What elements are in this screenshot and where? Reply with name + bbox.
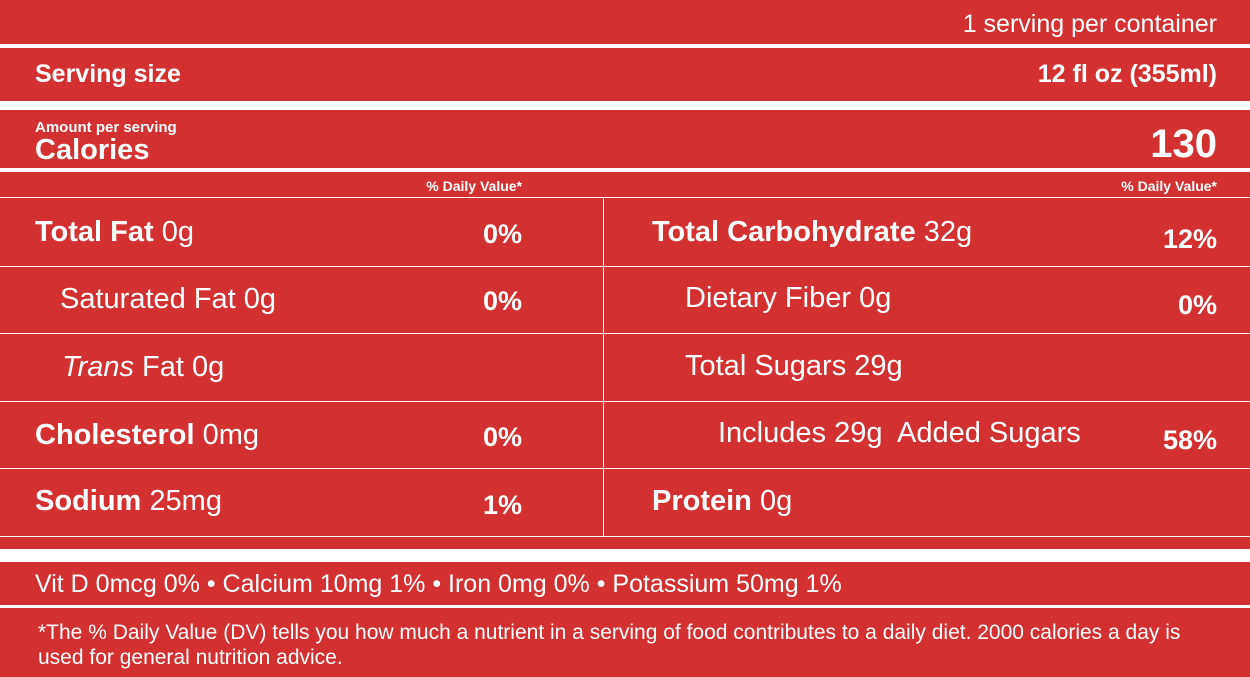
nutrient: Saturated Fat 0g	[60, 265, 276, 333]
divider	[0, 333, 1250, 334]
nutrient-dv: 0%	[482, 286, 522, 316]
nutrient-dv: 1%	[482, 490, 522, 520]
nutrient: Trans Fat 0g	[62, 333, 224, 401]
divider	[0, 197, 1250, 198]
nutrient-name: Sodium	[35, 485, 142, 517]
nutrient: Total Sugars 29g	[685, 332, 903, 400]
nutrient-amount: 0mg	[202, 419, 260, 451]
nutrient-dv: 58%	[1162, 425, 1217, 455]
nutrient: Total Carbohydrate 32g	[652, 198, 972, 266]
nutrient: Sodium 25mg	[35, 467, 222, 535]
nutrient-amount: 0g	[161, 216, 195, 248]
nutrient-name: Fat	[142, 351, 184, 383]
nutrient: Dietary Fiber 0g	[685, 264, 891, 332]
divider	[0, 468, 1250, 469]
nutrient-dv: 0%	[482, 422, 522, 452]
calories-label: Calories	[35, 134, 150, 166]
dv-heading: % Daily Value*	[426, 178, 522, 194]
divider	[0, 44, 1250, 48]
nutrient-name: Cholesterol	[35, 419, 195, 451]
nutrient-italic: Trans	[62, 351, 134, 383]
nutrient-dv: 12%	[1162, 224, 1217, 254]
nutrient-amount: 25mg	[149, 485, 222, 517]
amount-label: Amount per serving	[35, 119, 177, 136]
vitamins: Vit D 0mcg 0% • Calcium 10mg 1% • Iron 0…	[35, 570, 842, 598]
nutrient-amount: 0g	[243, 283, 277, 315]
divider	[0, 101, 1250, 110]
nutrient-amount: 0g	[192, 351, 225, 383]
divider	[0, 266, 1250, 267]
column-divider	[603, 197, 604, 536]
nutrient-amount: 32g	[923, 216, 973, 248]
nutrient-name: Includes 29g Added Sugars	[718, 417, 1081, 449]
nutrient-amount: 29g	[854, 350, 903, 382]
nutrient-name: Total Sugars	[685, 350, 847, 382]
dv-heading: % Daily Value*	[1121, 178, 1217, 194]
nutrient-amount: 0g	[859, 282, 892, 314]
nutrient-name: Protein	[652, 485, 752, 517]
nutrient-dv: 0%	[1177, 290, 1217, 320]
nutrient: Total Fat 0g	[35, 198, 194, 266]
divider	[0, 168, 1250, 172]
servings: 1 serving per container	[962, 10, 1217, 38]
footnote: *The % Daily Value (DV) tells you how mu…	[38, 621, 1181, 669]
serving-size-label: Serving size	[35, 60, 181, 88]
calories-value: 130	[1150, 122, 1217, 166]
divider	[0, 605, 1250, 608]
divider	[0, 536, 1250, 537]
nutrient-name: Dietary Fiber	[685, 282, 851, 314]
nutrient-amount: 0g	[759, 485, 793, 517]
nutrient: Cholesterol 0mg	[35, 401, 259, 469]
nutrient-dv: 0%	[482, 219, 522, 249]
nutrient: Includes 29g Added Sugars	[718, 399, 1081, 467]
serving-size: 12 fl oz (355ml)	[1037, 60, 1217, 88]
divider	[0, 549, 1250, 562]
divider	[0, 401, 1250, 402]
nutrient-name: Total Fat	[35, 216, 154, 248]
nutrient-name: Total Carbohydrate	[652, 216, 916, 248]
nutrient: Protein 0g	[652, 467, 792, 535]
nutrient-name: Saturated Fat	[60, 283, 236, 315]
